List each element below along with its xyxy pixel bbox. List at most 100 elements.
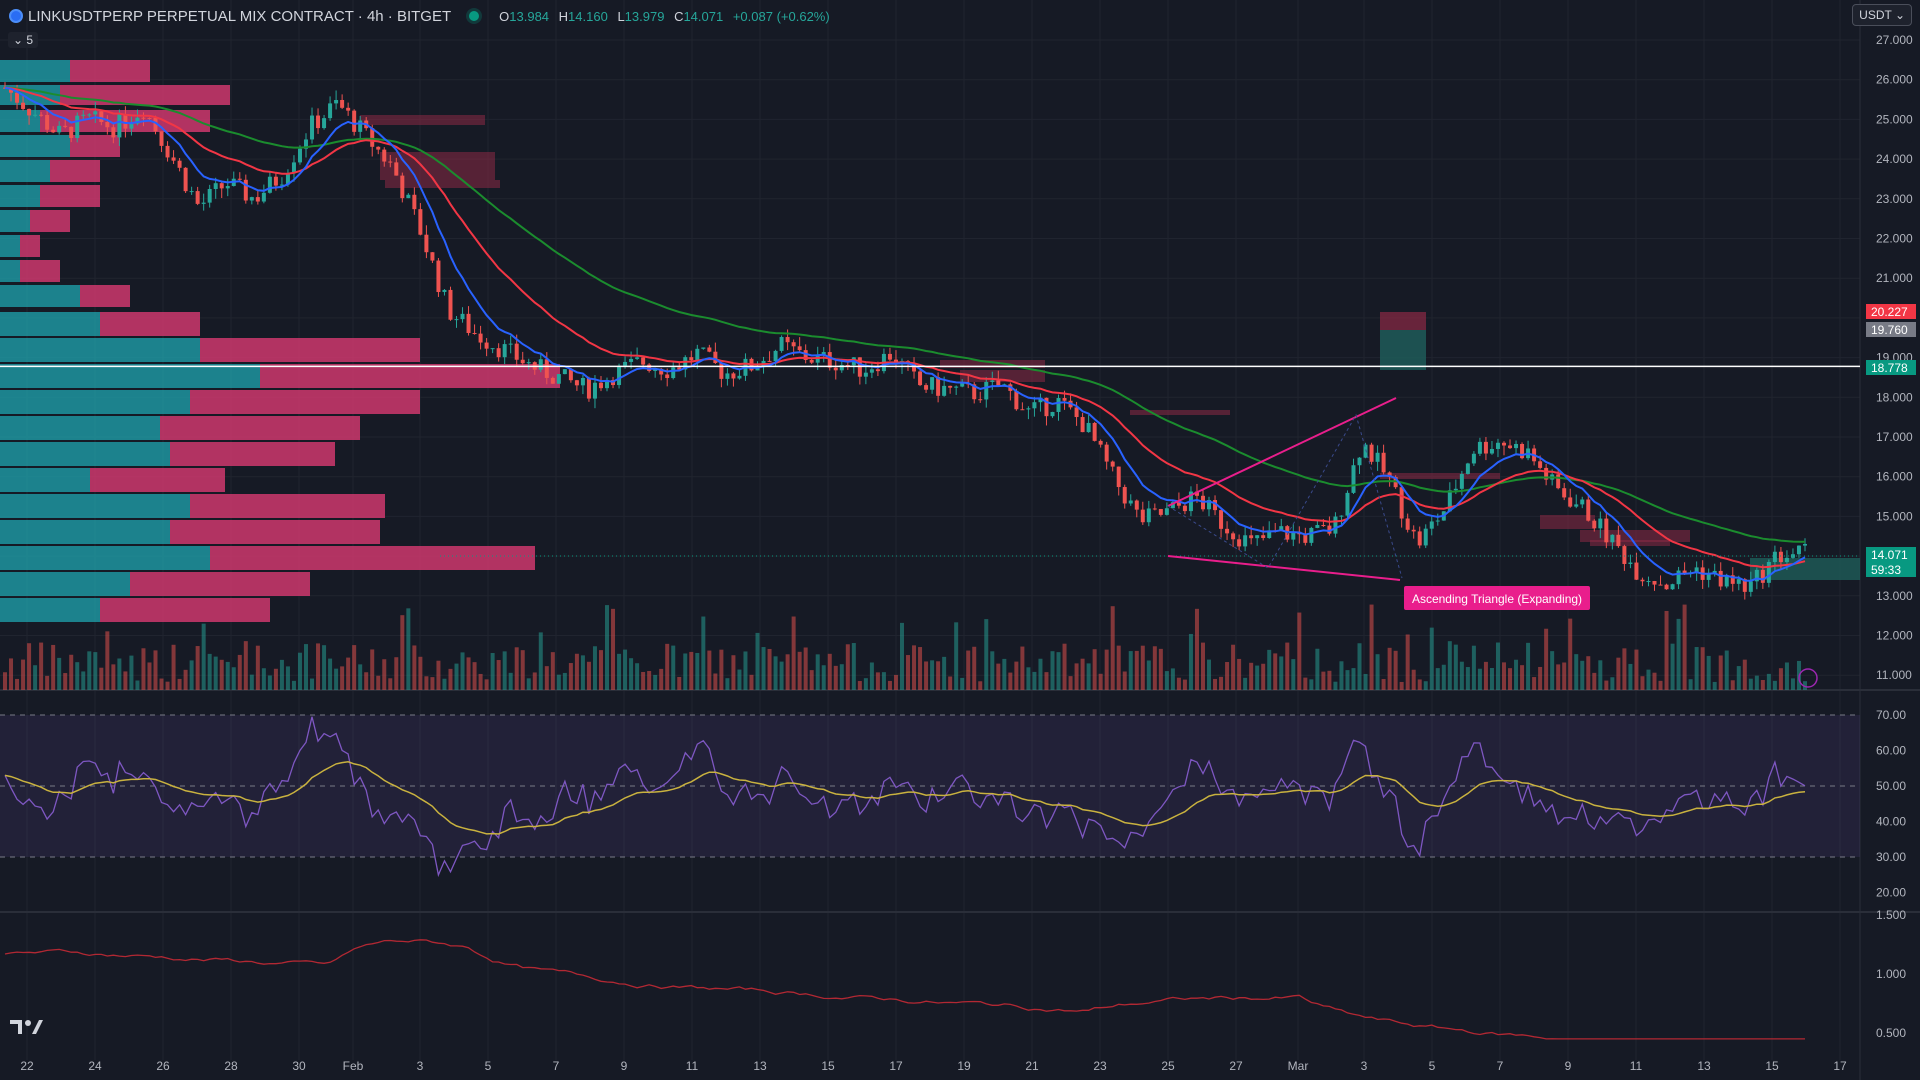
candle-body (93, 111, 98, 115)
candle-body (418, 209, 423, 235)
candle-body (1351, 465, 1356, 493)
volume-bar (611, 608, 616, 690)
volume-bar (1682, 604, 1687, 690)
price-tick-label: 21.000 (1876, 271, 1913, 285)
candle-body (689, 357, 694, 361)
candle-body (1640, 579, 1645, 582)
candle-body (1435, 520, 1440, 522)
volume-bar (881, 672, 886, 690)
candle-body (1459, 473, 1464, 489)
volume-bar (424, 676, 429, 690)
volume-bar (3, 672, 7, 690)
candle-body (773, 350, 778, 362)
volume-bar (797, 651, 802, 690)
candle-body (1586, 499, 1591, 521)
volume-bar (899, 622, 904, 690)
volume-bar (647, 670, 652, 690)
candle-body (641, 357, 646, 365)
volume-bar (1026, 667, 1031, 690)
collapse-indicators-button[interactable]: ⌄ 5 (8, 32, 39, 48)
volume-bar (1405, 634, 1410, 690)
currency-selector[interactable]: USDT ⌄ (1852, 4, 1912, 26)
candle-body (340, 99, 345, 108)
candle-body (1134, 500, 1139, 510)
close-value: 14.071 (683, 8, 724, 24)
volume-bar (1369, 604, 1374, 690)
candle-body (400, 175, 405, 199)
candle-body (1471, 453, 1476, 464)
volume-bar (605, 605, 610, 690)
bitget-logo-icon (9, 9, 23, 23)
volume-bar (1243, 677, 1248, 690)
volume-bar (1092, 649, 1097, 690)
volume-bar (273, 668, 278, 690)
triangle-zigzag (1167, 413, 1403, 579)
volume-bar (1622, 648, 1627, 690)
candle-body (478, 333, 483, 343)
candle-body (1249, 535, 1254, 539)
candle-body (1784, 557, 1789, 563)
candle-body (1363, 444, 1368, 458)
volume-bar (1520, 665, 1525, 690)
candle-body (1562, 488, 1567, 498)
volume-bar (1778, 668, 1783, 690)
volume-bar (1495, 642, 1500, 690)
candle-body (1616, 534, 1621, 547)
candle-body (1026, 408, 1031, 410)
price-tag-label: 18.778 (1871, 361, 1908, 375)
price-tag-bg (1866, 547, 1916, 562)
candle-body (918, 371, 923, 386)
volume-bar (231, 667, 236, 690)
candle-body (27, 108, 32, 116)
volume-bar (1706, 655, 1711, 690)
price-tag-label: 59:33 (1871, 563, 1901, 577)
volume-bar (1688, 679, 1693, 690)
candle-body (942, 385, 947, 396)
tradingview-logo-icon[interactable] (10, 1018, 44, 1036)
candle-body (725, 373, 730, 379)
time-tick-label: 9 (1565, 1059, 1572, 1073)
price-tag-label: 20.227 (1871, 305, 1908, 319)
volume-bar (538, 632, 543, 690)
candle-body (267, 176, 272, 193)
volume-profile-sell-bar (200, 338, 420, 362)
candle-body (1152, 508, 1157, 510)
volume-bar (502, 651, 507, 690)
volume-bar (653, 674, 658, 690)
candle-body (183, 167, 188, 192)
candle-body (1237, 539, 1242, 547)
volume-bar (87, 651, 92, 690)
volume-bar (57, 657, 62, 690)
volume-bar (1008, 672, 1013, 690)
time-tick-label: 5 (485, 1059, 492, 1073)
volume-bar (75, 662, 80, 690)
candle-body (1194, 491, 1199, 496)
candle-body (57, 125, 62, 133)
symbol-title[interactable]: LINKUSDTPERP PERPETUAL MIX CONTRACT · 4h… (28, 7, 452, 25)
volume-bar (316, 643, 321, 690)
volume-bar (1592, 672, 1597, 690)
time-tick-label: 5 (1429, 1059, 1436, 1073)
volume-profile-sell-bar (190, 390, 420, 414)
candle-body (1158, 509, 1163, 515)
price-tick-label: 27.000 (1876, 33, 1913, 47)
supply-zone-box (940, 360, 1045, 368)
volume-bar (1411, 669, 1416, 690)
volume-bar (936, 661, 941, 690)
volume-bar (1116, 645, 1121, 690)
volume-bar (1056, 652, 1061, 690)
volume-bar (707, 650, 712, 690)
volume-bar (189, 660, 194, 690)
candle-body (1110, 461, 1115, 467)
candle-body (809, 359, 814, 363)
volume-bar (1628, 663, 1633, 690)
volume-bar (1273, 653, 1278, 690)
candle-body (1754, 569, 1759, 582)
candle-body (279, 184, 284, 186)
candle-body (1207, 500, 1212, 510)
time-tick-label: Feb (343, 1059, 364, 1073)
volume-bar (105, 631, 110, 690)
volume-bar (484, 679, 489, 690)
volume-bar (219, 659, 224, 690)
